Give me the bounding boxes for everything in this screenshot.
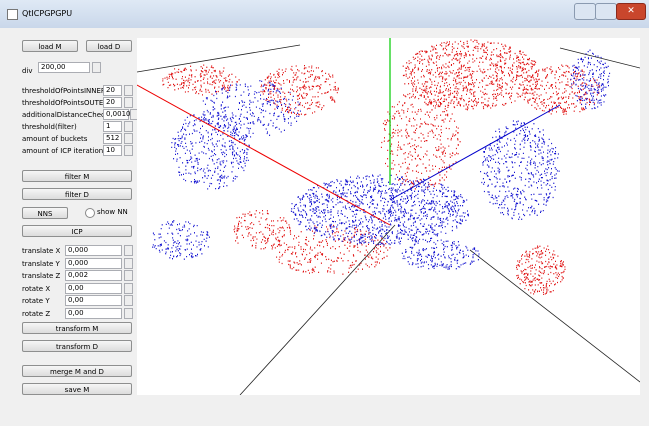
param-label: amount of buckets [22, 135, 88, 143]
transform-spinner[interactable] [124, 282, 133, 294]
transform-spinner[interactable] [124, 270, 133, 282]
param-label: amount of ICP iteration [22, 147, 104, 155]
transform-input[interactable]: 0,00 [65, 282, 122, 294]
param-input[interactable]: 10 [103, 145, 122, 156]
show-nn-radio[interactable] [85, 208, 95, 218]
transform-label: translate Y [22, 259, 60, 268]
bbox-edge [559, 47, 640, 69]
transform-d-button[interactable]: transform D [22, 340, 132, 352]
transform-spinner[interactable] [124, 308, 133, 319]
load-m-button[interactable]: load M [22, 40, 78, 52]
title-bar: QtICPGPGPU ✕ [0, 0, 649, 28]
transform-spinner[interactable] [124, 245, 133, 256]
div-label: div [22, 67, 33, 75]
param-spinner[interactable] [124, 145, 133, 156]
axis-x [137, 84, 391, 226]
bbox-edge [469, 249, 640, 383]
param-input[interactable]: 512 [103, 133, 122, 144]
param-spinner[interactable] [124, 85, 133, 96]
transform-input[interactable]: 0,00 [65, 308, 122, 319]
show-nn-label: show NN [97, 208, 128, 216]
transform-m-button[interactable]: transform M [22, 322, 132, 334]
param-spinner[interactable] [124, 121, 133, 132]
param-label: additionalDistanceCheck [22, 111, 109, 119]
transform-input[interactable]: 0,000 [65, 245, 122, 256]
filter-m-button[interactable]: filter M [22, 170, 132, 182]
param-spinner[interactable] [124, 133, 133, 144]
param-label: thresholdOfPointsINNER [22, 87, 106, 95]
param-label: threshold(filter) [22, 123, 77, 131]
transform-label: translate Z [22, 272, 61, 281]
param-input[interactable]: 20 [103, 97, 122, 108]
window-title: QtICPGPGPU [22, 9, 73, 18]
div-input[interactable]: 200,00 [38, 62, 90, 73]
transform-label: rotate X [22, 284, 51, 293]
transform-input[interactable]: 0,00 [65, 295, 122, 307]
close-button[interactable]: ✕ [616, 3, 646, 20]
transform-label: translate X [22, 247, 61, 255]
transform-label: rotate Y [22, 297, 50, 306]
transform-spinner[interactable] [124, 257, 133, 269]
transform-input[interactable]: 0,000 [65, 257, 122, 269]
param-spinner[interactable] [124, 97, 133, 108]
minimize-button[interactable] [574, 3, 596, 20]
bbox-edge [239, 224, 396, 395]
div-spinner[interactable] [92, 62, 101, 73]
load-d-button[interactable]: load D [86, 40, 132, 52]
maximize-button[interactable] [595, 3, 617, 20]
param-label: thresholdOfPointsOUTER [22, 99, 109, 107]
filter-d-button[interactable]: filter D [22, 188, 132, 200]
param-input[interactable]: 0,0010 [103, 109, 131, 120]
icp-button[interactable]: ICP [22, 225, 132, 237]
merge-button[interactable]: merge M and D [22, 365, 132, 377]
transform-input[interactable]: 0,002 [65, 270, 122, 282]
point-cloud [152, 49, 611, 270]
bbox-edge [137, 44, 301, 73]
nns-button[interactable]: NNS [22, 207, 68, 219]
axis-z [389, 104, 561, 201]
viewport-3d [137, 38, 640, 395]
app-icon [7, 9, 18, 20]
param-input[interactable]: 1 [103, 121, 122, 132]
save-m-button[interactable]: save M [22, 383, 132, 395]
param-input[interactable]: 20 [103, 85, 122, 96]
transform-spinner[interactable] [124, 295, 133, 307]
viewport-background [137, 38, 640, 395]
transform-label: rotate Z [22, 310, 51, 318]
